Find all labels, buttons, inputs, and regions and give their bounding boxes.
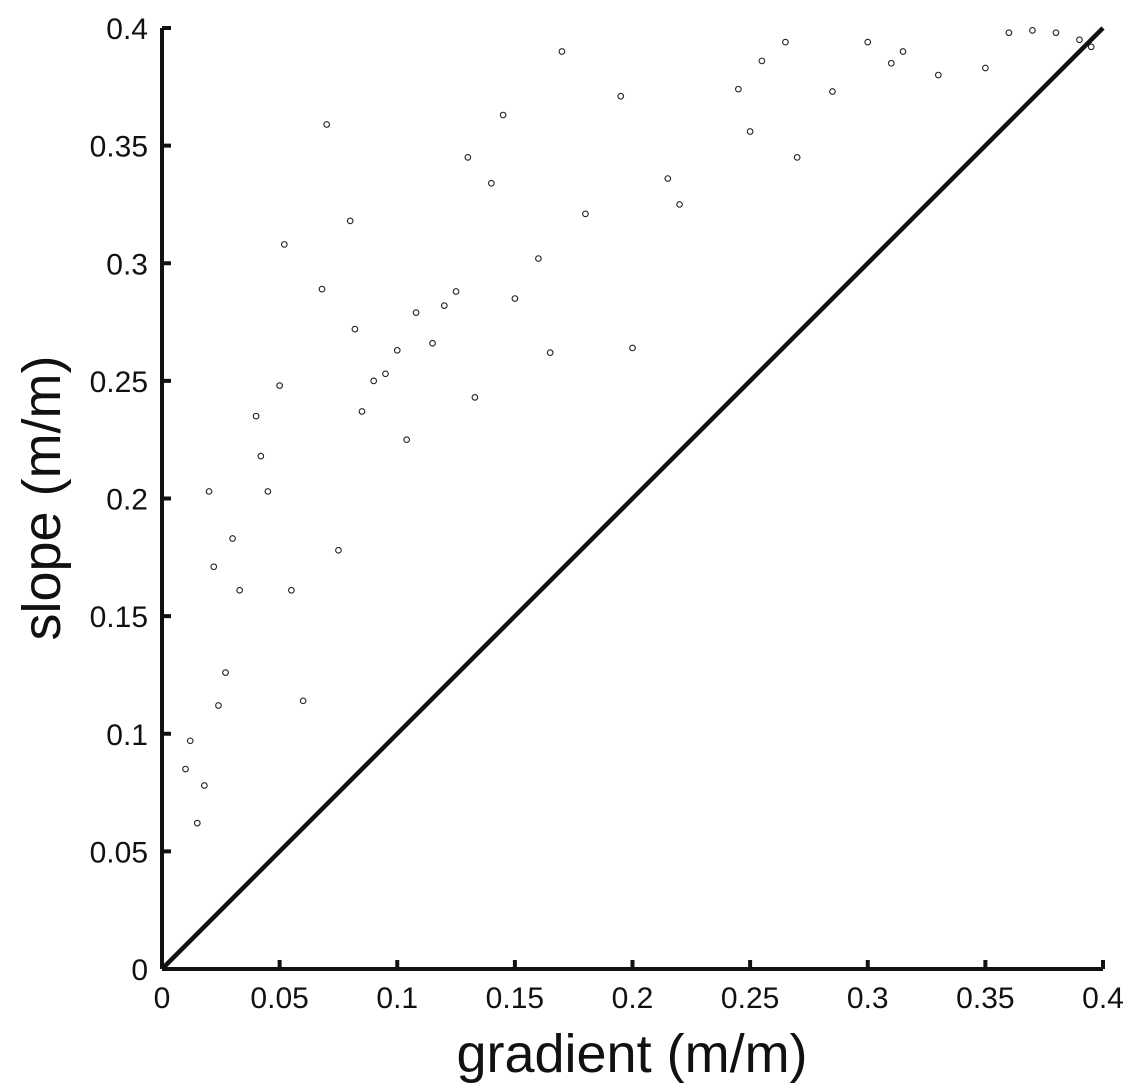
data-point <box>252 412 260 420</box>
data-point <box>257 452 265 460</box>
data-point <box>899 48 907 55</box>
data-point <box>829 88 836 95</box>
data-point <box>403 436 411 444</box>
data-point <box>222 669 229 676</box>
y-axis-title: slope (m/m) <box>12 355 72 640</box>
data-point <box>488 179 495 187</box>
data-point <box>393 346 401 354</box>
data-point <box>629 344 636 352</box>
data-point <box>358 408 366 415</box>
data-point <box>793 154 801 161</box>
x-tick-label: 0.3 <box>847 982 889 1015</box>
data-point <box>323 121 331 128</box>
data-point <box>511 295 519 302</box>
y-tick-label: 0.15 <box>90 601 148 634</box>
data-point <box>464 154 472 161</box>
y-tick-label: 0.05 <box>90 836 148 869</box>
data-point <box>452 288 460 295</box>
data-point <box>335 546 342 554</box>
data-point <box>236 586 243 594</box>
data-point <box>200 782 208 789</box>
data-point <box>676 201 683 208</box>
data-point <box>280 241 288 248</box>
data-point <box>934 71 942 79</box>
x-tick-label: 0 <box>154 982 171 1015</box>
data-point <box>229 535 236 542</box>
data-point <box>370 377 378 385</box>
data-point <box>735 85 742 93</box>
y-tick-label: 0.35 <box>90 131 148 164</box>
y-tick-label: 0.3 <box>106 248 148 281</box>
data-point <box>264 488 272 495</box>
x-tick-label: 0.15 <box>486 982 544 1015</box>
data-point <box>664 175 672 182</box>
x-tick-label: 0.1 <box>376 982 418 1015</box>
data-point <box>210 563 218 571</box>
y-ticks: 0 0.05 0.1 0.15 0.2 0.25 0.3 0.35 0.4 <box>90 13 171 987</box>
x-ticks: 0 0.05 0.1 0.15 0.2 0.25 0.3 0.35 0.4 <box>154 960 1124 1015</box>
data-point <box>276 382 283 389</box>
data-point <box>351 325 359 333</box>
data-point <box>617 92 625 100</box>
data-point <box>318 285 326 293</box>
x-tick-label: 0.35 <box>956 982 1014 1015</box>
data-point <box>558 48 566 55</box>
data-point <box>546 349 554 356</box>
data-point <box>499 111 507 119</box>
data-point <box>440 302 448 309</box>
data-point <box>1005 29 1013 37</box>
data-point <box>746 128 754 135</box>
points-layer <box>182 27 1095 827</box>
y-tick-label: 0 <box>131 954 148 987</box>
x-tick-label: 0.05 <box>250 982 308 1015</box>
data-point <box>429 339 436 347</box>
data-point <box>1076 36 1083 44</box>
data-point <box>582 210 589 218</box>
x-tick-label: 0.25 <box>721 982 779 1015</box>
y-tick-label: 0.1 <box>106 719 148 752</box>
data-point <box>1052 29 1060 37</box>
data-point <box>1087 43 1095 51</box>
data-point <box>215 702 222 709</box>
data-point <box>782 38 789 46</box>
x-tick-label: 0.4 <box>1082 982 1124 1015</box>
data-point <box>1029 27 1036 34</box>
data-point <box>412 309 420 317</box>
data-point <box>186 737 194 745</box>
data-point <box>299 697 307 705</box>
x-axis-title: gradient (m/m) <box>456 1024 807 1084</box>
y-tick-label: 0.25 <box>90 366 148 399</box>
data-point <box>887 59 895 67</box>
data-point <box>535 255 542 262</box>
reference-line <box>160 26 1105 971</box>
data-point <box>193 819 201 827</box>
y-tick-label: 0.2 <box>106 484 148 517</box>
data-point <box>346 217 354 225</box>
data-point <box>288 586 295 594</box>
data-point <box>982 64 989 72</box>
data-point <box>864 38 872 46</box>
data-point <box>182 765 189 773</box>
data-point <box>205 488 213 495</box>
data-point <box>382 370 389 378</box>
data-point <box>758 57 766 65</box>
x-tick-label: 0.2 <box>612 982 654 1015</box>
y-tick-label: 0.4 <box>106 13 148 46</box>
data-point <box>471 393 479 401</box>
